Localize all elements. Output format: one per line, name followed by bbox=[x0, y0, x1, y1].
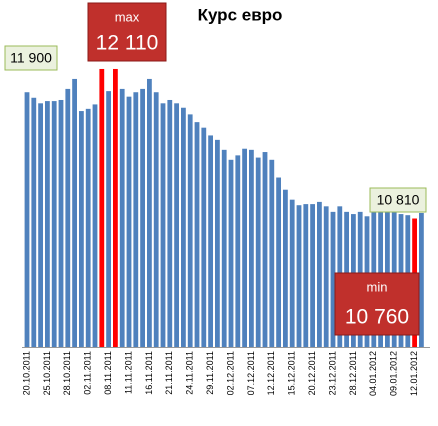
bar bbox=[276, 177, 281, 347]
bar bbox=[296, 205, 302, 347]
bar bbox=[174, 103, 179, 347]
bar bbox=[119, 88, 125, 348]
bar bbox=[65, 88, 71, 348]
bar bbox=[242, 148, 247, 347]
x-tick-label: 07.12.2011 bbox=[246, 351, 256, 395]
x-tick-label: 20.12.2011 bbox=[307, 351, 317, 395]
bar bbox=[85, 108, 91, 347]
bar bbox=[249, 149, 254, 347]
bar bbox=[51, 101, 57, 347]
bar bbox=[419, 212, 424, 347]
bar bbox=[24, 92, 30, 347]
bar bbox=[208, 135, 213, 347]
label-caption: min bbox=[367, 279, 388, 294]
x-tick-label: 15.12.2011 bbox=[287, 351, 297, 395]
x-tick-label: 11.11.2011 bbox=[123, 351, 133, 394]
bar bbox=[45, 101, 50, 347]
bar bbox=[228, 159, 234, 347]
bar bbox=[126, 96, 132, 348]
bar bbox=[187, 114, 193, 347]
x-tick-label: 23.12.2011 bbox=[327, 351, 337, 395]
x-tick-label: 12.01.2012 bbox=[409, 351, 419, 396]
label-box bbox=[334, 272, 420, 336]
bar bbox=[269, 159, 275, 347]
bar bbox=[201, 127, 207, 347]
bar bbox=[317, 201, 322, 347]
data-label: 10 760 bbox=[345, 306, 409, 329]
bar bbox=[140, 88, 145, 348]
label-box bbox=[87, 2, 167, 62]
bar bbox=[72, 78, 77, 347]
bar bbox=[262, 152, 268, 347]
bar bbox=[215, 139, 220, 347]
x-tick-label: 20.10.2011 bbox=[21, 351, 31, 395]
bar bbox=[323, 206, 329, 347]
label-caption: max bbox=[115, 9, 140, 24]
x-tick-label: 09.01.2012 bbox=[389, 351, 399, 396]
bar bbox=[221, 149, 227, 347]
bar bbox=[289, 199, 295, 347]
bar bbox=[194, 122, 200, 347]
bar bbox=[79, 111, 84, 347]
x-tick-label: 16.11.2011 bbox=[144, 351, 154, 395]
bar bbox=[283, 189, 288, 347]
label-box bbox=[369, 187, 427, 213]
bar bbox=[99, 68, 105, 347]
bar bbox=[133, 92, 139, 347]
x-tick-label: 08.11.2011 bbox=[103, 351, 113, 395]
bar bbox=[378, 196, 383, 347]
bar bbox=[106, 91, 111, 347]
x-tick-label: 02.11.2011 bbox=[83, 351, 93, 395]
x-tick-label: 28.12.2011 bbox=[348, 351, 358, 395]
bar bbox=[58, 99, 64, 347]
bar bbox=[310, 204, 315, 347]
data-label: 11 900 bbox=[10, 50, 52, 66]
bar bbox=[153, 92, 159, 347]
bar bbox=[160, 103, 166, 347]
data-label: 10 810 bbox=[377, 192, 420, 208]
x-tick-label: 02.12.2011 bbox=[225, 351, 235, 395]
x-tick-label: 29.11.2011 bbox=[205, 351, 215, 395]
chart-title: Курс евро bbox=[198, 5, 283, 24]
bar bbox=[330, 211, 336, 347]
x-tick-label: 24.11.2011 bbox=[185, 351, 195, 395]
x-tick-label: 25.10.2011 bbox=[42, 351, 52, 395]
bar bbox=[38, 103, 43, 347]
bar bbox=[303, 204, 309, 347]
bar bbox=[113, 68, 118, 347]
label-box bbox=[4, 45, 58, 71]
x-tick-label: 04.01.2012 bbox=[368, 351, 378, 396]
x-tick-label: 21.11.2011 bbox=[164, 351, 174, 395]
data-label: 12 110 bbox=[96, 32, 159, 55]
x-tick-label: 28.10.2011 bbox=[62, 351, 72, 395]
bar bbox=[31, 97, 37, 348]
bar bbox=[147, 78, 152, 347]
bar bbox=[167, 99, 173, 347]
x-tick-label: 12.12.2011 bbox=[266, 351, 276, 395]
bar bbox=[92, 104, 98, 348]
bar bbox=[235, 155, 241, 347]
bar bbox=[255, 157, 261, 347]
bar bbox=[181, 107, 186, 347]
